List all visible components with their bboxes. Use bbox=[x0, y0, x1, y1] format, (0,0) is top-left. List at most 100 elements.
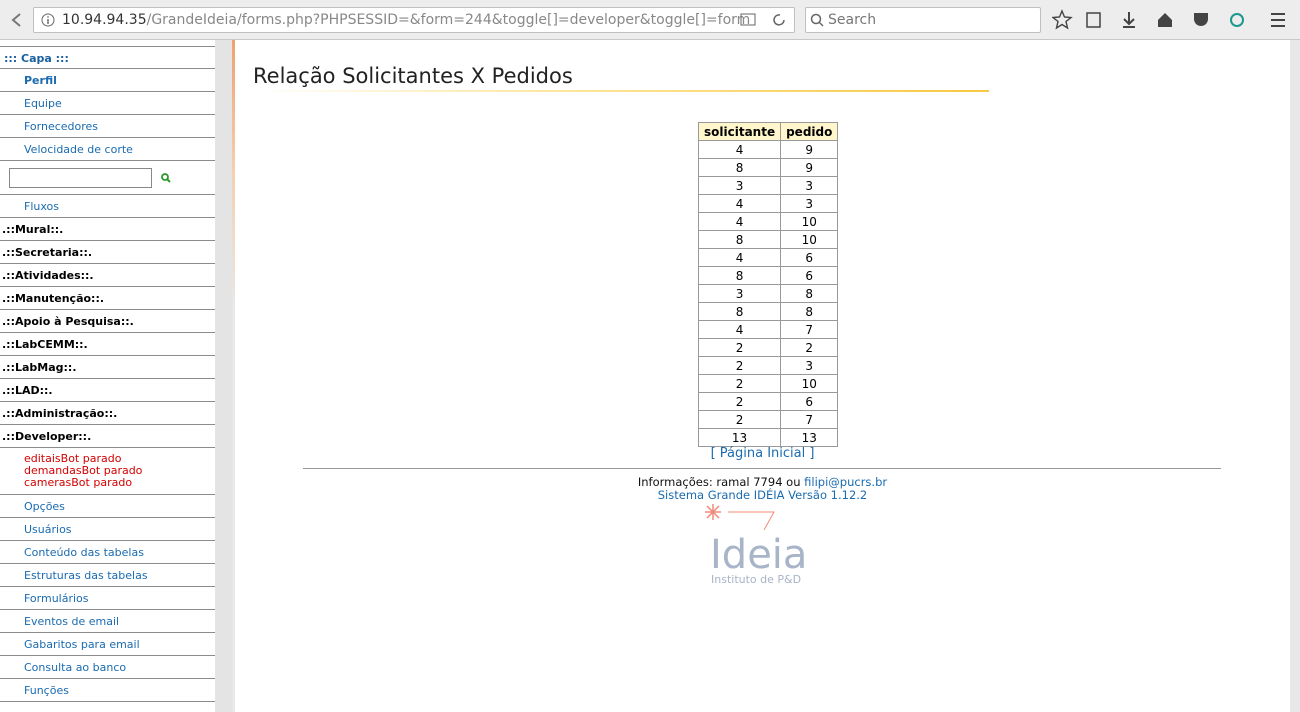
table-cell: 10 bbox=[780, 212, 839, 231]
sidebar-section[interactable]: .::Apoio à Pesquisa::. bbox=[0, 310, 215, 333]
sidebar-link[interactable]: Velocidade de corte bbox=[0, 138, 215, 161]
logo-subtitle: Instituto de P&D bbox=[711, 573, 801, 586]
table-cell: 9 bbox=[780, 140, 839, 159]
search-bar[interactable]: Search bbox=[805, 7, 1041, 33]
sidebar-link[interactable]: Equipe bbox=[0, 92, 215, 115]
sidebar-link[interactable]: Gabaritos para email bbox=[0, 633, 215, 656]
home-link[interactable]: [ Página Inicial ] bbox=[710, 446, 815, 461]
sidebar-capa[interactable]: ::: Capa ::: bbox=[0, 46, 215, 69]
footer: Informações: ramal 7794 ou filipi@pucrs.… bbox=[0, 476, 1300, 502]
back-button[interactable] bbox=[8, 11, 26, 29]
info-icon[interactable] bbox=[41, 13, 55, 27]
sidebar: ::: Capa ::: Perfil Equipe Fornecedores Vel… bbox=[0, 40, 215, 712]
table-cell: 7 bbox=[780, 410, 839, 429]
bot-status-item: demandasBot parado bbox=[24, 464, 143, 477]
footer-info: Informações: ramal 7794 ou bbox=[637, 475, 801, 489]
url-path: /GrandeIdeia/forms.php?PHPSESSID=&form=2… bbox=[146, 12, 751, 28]
sidebar-link[interactable]: Consulta ao banco bbox=[0, 656, 215, 679]
bot-status: editaisBot parado demandasBot parado camer… bbox=[0, 448, 215, 495]
table-cell: 4 bbox=[697, 212, 782, 231]
sidebar-section[interactable]: .::Mural::. bbox=[0, 218, 215, 241]
logo: Ideia Instituto de P&D bbox=[705, 504, 807, 586]
top-links: Perfil Equipe Fornecedores Velocidade de co… bbox=[0, 69, 215, 161]
table-cell: 6 bbox=[780, 266, 839, 285]
sidebar-link[interactable]: Estruturas das tabelas bbox=[0, 564, 215, 587]
sidebar-link[interactable]: Eventos de email bbox=[0, 610, 215, 633]
table-cell: 4 bbox=[697, 194, 782, 213]
table-cell: 3 bbox=[780, 356, 839, 375]
bot-status-item: camerasBot parado bbox=[24, 476, 133, 489]
sidebar-link[interactable]: Funções bbox=[0, 679, 215, 702]
table-cell: 6 bbox=[780, 248, 839, 267]
table-cell: 3 bbox=[697, 176, 782, 195]
table-cell: 8 bbox=[697, 230, 782, 249]
sidebar-search bbox=[0, 161, 215, 195]
table-cell: 9 bbox=[780, 158, 839, 177]
sidebar-section[interactable]: .::Manutenção::. bbox=[0, 287, 215, 310]
sidebar-link[interactable]: Opções bbox=[0, 495, 215, 518]
table-row: 13 13 bbox=[697, 428, 839, 447]
sidebar-section[interactable]: .::Developer::. bbox=[0, 425, 215, 448]
table-cell: 2 bbox=[697, 356, 782, 375]
sidebar-link[interactable]: Fluxos bbox=[0, 195, 215, 218]
table-cell: 8 bbox=[697, 158, 782, 177]
browser-toolbar: 10.94.94.35/GrandeIdeia/forms.php?PHPSES… bbox=[0, 0, 1300, 40]
table-cell: 3 bbox=[780, 176, 839, 195]
table-cell: 13 bbox=[780, 428, 839, 447]
sidebar-section[interactable]: .::LabCEMM::. bbox=[0, 333, 215, 356]
table-cell: 4 bbox=[697, 320, 782, 339]
table-cell: 3 bbox=[780, 194, 839, 213]
table-cell: 8 bbox=[780, 284, 839, 303]
footer-email[interactable]: filipi@pucrs.br bbox=[804, 475, 888, 489]
footer-version: Sistema Grande IDÉIA Versão 1.12.2 bbox=[657, 488, 868, 502]
url-bar[interactable]: 10.94.94.35/GrandeIdeia/forms.php?PHPSES… bbox=[33, 7, 795, 33]
toolbar-icons[interactable] bbox=[1052, 9, 1292, 31]
table-cell: 2 bbox=[697, 410, 782, 429]
sidebar-link[interactable]: Perfil bbox=[0, 69, 215, 92]
table-cell: 4 bbox=[697, 248, 782, 267]
table-cell: 10 bbox=[780, 374, 839, 393]
search-input[interactable] bbox=[9, 168, 152, 188]
table-cell: 3 bbox=[697, 284, 782, 303]
search-button[interactable] bbox=[160, 172, 172, 184]
table-cell: 10 bbox=[780, 230, 839, 249]
sidebar-section[interactable]: .::LabMag::. bbox=[0, 356, 215, 379]
table-row: 4 10 bbox=[697, 212, 839, 231]
scrollbar[interactable] bbox=[1290, 40, 1300, 712]
table-cell: 6 bbox=[780, 392, 839, 411]
divider bbox=[215, 40, 232, 712]
table-cell: 8 bbox=[697, 266, 782, 285]
sidebar-section[interactable]: .::LAD::. bbox=[0, 379, 215, 402]
sidebar-link[interactable]: Usuários bbox=[0, 518, 215, 541]
sidebar-section[interactable]: .::Administração::. bbox=[0, 402, 215, 425]
content-border bbox=[232, 40, 235, 712]
sidebar-link[interactable]: Conteúdo das tabelas bbox=[0, 541, 215, 564]
table-body: 4 9 8 9 3 3 4 3 4 10 8 10 4 6 8 6 3 8 8 8 4 7 2 2 2 3 2 10 2 6 2 7 13 13 bbox=[697, 140, 839, 447]
sections: .::Mural::. .::Secretaria::. .::Atividades… bbox=[0, 218, 215, 448]
table-cell: 8 bbox=[697, 302, 782, 321]
sidebar-section[interactable]: .::Secretaria::. bbox=[0, 241, 215, 264]
column-header: solicitante bbox=[697, 122, 782, 141]
sidebar-section[interactable]: .::Atividades::. bbox=[0, 264, 215, 287]
logo-name: Ideia bbox=[710, 532, 807, 578]
developer-links: Opções Usuários Conteúdo das tabelas Estrut… bbox=[0, 495, 215, 702]
sidebar-link[interactable]: Formulários bbox=[0, 587, 215, 610]
separator bbox=[303, 468, 1221, 469]
table-header: solicitante pedido bbox=[697, 122, 839, 141]
url-actions[interactable] bbox=[740, 12, 790, 28]
column-header: pedido bbox=[780, 122, 839, 141]
sidebar-link[interactable]: Fornecedores bbox=[0, 115, 215, 138]
